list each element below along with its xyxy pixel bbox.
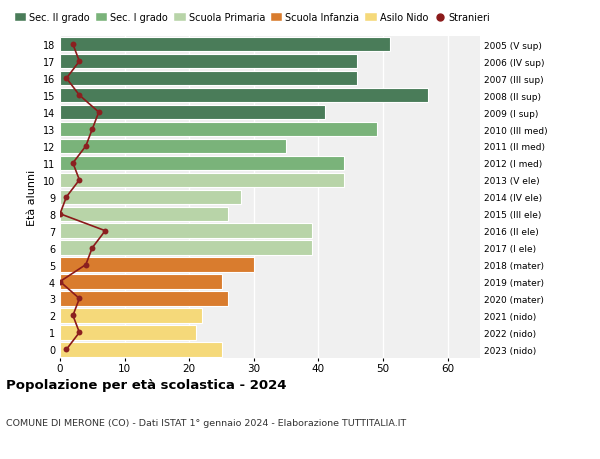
Point — [74, 329, 84, 336]
Point — [74, 58, 84, 66]
Bar — [60, 173, 344, 188]
Point — [62, 346, 71, 353]
Bar — [60, 275, 221, 289]
Point — [68, 160, 78, 167]
Bar — [60, 55, 357, 69]
Bar — [60, 258, 254, 272]
Point — [74, 295, 84, 302]
Point — [62, 194, 71, 201]
Y-axis label: Età alunni: Età alunni — [27, 169, 37, 225]
Point — [74, 92, 84, 100]
Bar — [60, 224, 312, 238]
Bar — [60, 342, 221, 357]
Bar — [60, 325, 196, 340]
Point — [94, 109, 104, 117]
Bar — [60, 106, 325, 120]
Bar — [60, 157, 344, 171]
Point — [81, 143, 91, 150]
Legend: Sec. II grado, Sec. I grado, Scuola Primaria, Scuola Infanzia, Asilo Nido, Stran: Sec. II grado, Sec. I grado, Scuola Prim… — [11, 10, 494, 27]
Point — [55, 211, 65, 218]
Bar — [60, 291, 228, 306]
Point — [88, 245, 97, 252]
Text: COMUNE DI MERONE (CO) - Dati ISTAT 1° gennaio 2024 - Elaborazione TUTTITALIA.IT: COMUNE DI MERONE (CO) - Dati ISTAT 1° ge… — [6, 418, 406, 427]
Point — [68, 312, 78, 319]
Bar — [60, 72, 357, 86]
Bar — [60, 140, 286, 154]
Text: Popolazione per età scolastica - 2024: Popolazione per età scolastica - 2024 — [6, 379, 287, 392]
Bar — [60, 190, 241, 205]
Point — [55, 278, 65, 285]
Bar — [60, 89, 428, 103]
Point — [68, 41, 78, 49]
Point — [88, 126, 97, 134]
Point — [74, 177, 84, 184]
Bar — [60, 308, 202, 323]
Bar — [60, 241, 312, 255]
Point — [81, 261, 91, 269]
Point — [100, 228, 110, 235]
Point — [62, 75, 71, 83]
Bar — [60, 123, 377, 137]
Y-axis label: Anni di nascita: Anni di nascita — [598, 159, 600, 236]
Bar — [60, 207, 228, 221]
Bar — [60, 38, 389, 52]
